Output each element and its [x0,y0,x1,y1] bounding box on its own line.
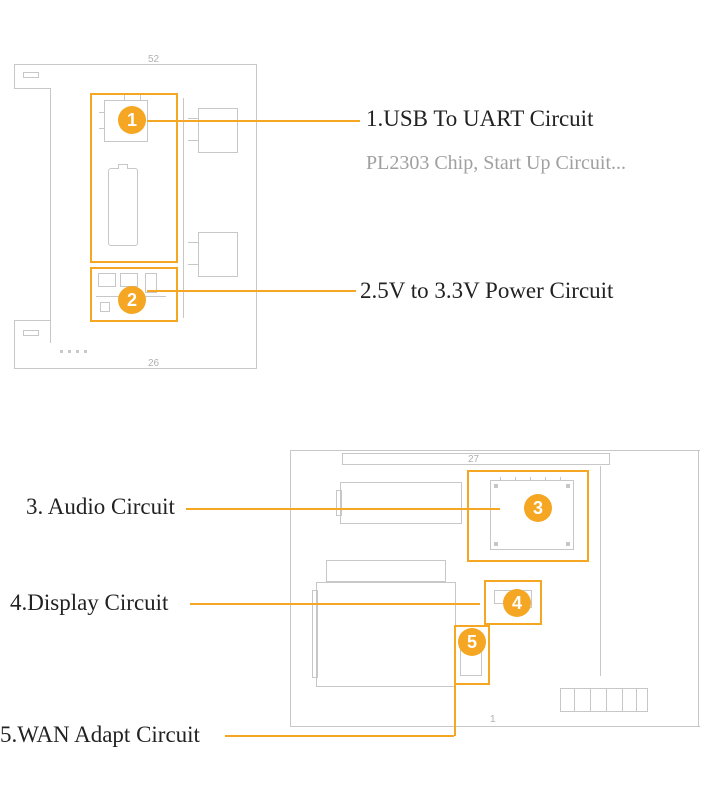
callout-3-title: 3. Audio Circuit [26,494,175,520]
marker-5: 5 [458,628,486,656]
pinlabel-1: 1 [490,714,496,725]
callout-4-title: 4.Display Circuit [10,590,168,616]
marker-1-number: 1 [127,110,137,130]
marker-2-number: 2 [127,290,137,310]
marker-3: 3 [524,494,552,522]
callout-1-subtitle: PL2303 Chip, Start Up Circuit... [366,152,626,175]
marker-4: 4 [503,589,531,617]
marker-4-number: 4 [512,593,522,613]
pinlabel-52: 52 [148,54,159,65]
diagram-canvas: 52 26 [0,0,708,786]
leader-line-5-v [454,685,456,736]
marker-2: 2 [118,286,146,314]
marker-5-number: 5 [467,632,477,652]
pinlabel-26: 26 [148,358,159,369]
leader-line-1 [147,120,360,122]
marker-3-number: 3 [533,498,543,518]
leader-line-3 [186,508,500,510]
pinlabel-27: 27 [468,454,479,465]
leader-line-4 [190,603,480,605]
leader-line-5-h [225,735,454,737]
callout-5-title: 5.WAN Adapt Circuit [0,722,200,748]
leader-line-2 [147,290,356,292]
marker-1: 1 [118,106,146,134]
callout-2-title: 2.5V to 3.3V Power Circuit [360,278,613,304]
callout-1-title: 1.USB To UART Circuit [366,106,593,132]
